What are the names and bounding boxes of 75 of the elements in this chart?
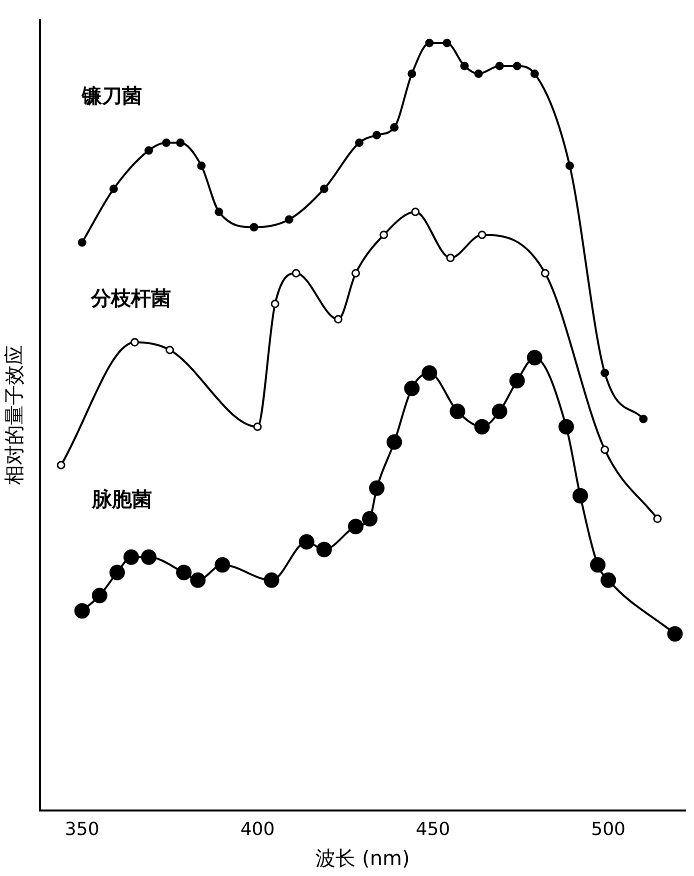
point [197, 162, 206, 170]
point [354, 138, 364, 148]
point [214, 557, 230, 573]
point [540, 268, 550, 278]
x-tick-label: 450 [416, 818, 450, 840]
point [109, 184, 118, 194]
point [425, 38, 434, 48]
point [509, 372, 525, 388]
point [478, 230, 486, 240]
point [176, 564, 192, 580]
point [190, 572, 206, 588]
point [253, 422, 262, 431]
series-label: 脉胞菌 [91, 486, 152, 511]
point [56, 460, 66, 470]
point [284, 215, 294, 224]
point [446, 254, 455, 262]
point [565, 162, 574, 170]
point [386, 434, 402, 450]
point [600, 368, 610, 378]
point [512, 62, 522, 70]
point [404, 380, 420, 396]
point [264, 572, 280, 588]
x-tick-label: 350 [64, 818, 100, 840]
point [166, 346, 174, 354]
point [316, 542, 332, 558]
point [144, 146, 154, 155]
point [450, 404, 466, 420]
point [123, 549, 139, 565]
point [334, 315, 342, 324]
point [460, 62, 469, 70]
point [390, 123, 399, 132]
point [408, 69, 416, 78]
point [369, 480, 385, 496]
point [442, 38, 452, 48]
series-label: 镰刀菌 [81, 84, 142, 108]
point [492, 404, 508, 420]
point [270, 300, 280, 308]
point [74, 603, 90, 619]
point [474, 69, 483, 78]
point [639, 414, 648, 424]
point [572, 488, 588, 504]
point [92, 588, 108, 604]
point [176, 138, 185, 148]
point [362, 511, 378, 527]
point [653, 514, 662, 524]
point [526, 350, 542, 366]
point [351, 268, 360, 278]
point [348, 518, 364, 534]
point [162, 138, 171, 148]
y-axis-title: 相对的量子效应 [2, 345, 26, 486]
point [558, 418, 574, 434]
x-tick-label: 400 [240, 818, 275, 840]
point [474, 418, 490, 434]
point [78, 238, 86, 247]
point [292, 268, 300, 278]
point [422, 365, 438, 381]
point [130, 338, 139, 347]
point [590, 557, 606, 573]
point [141, 549, 157, 565]
point [600, 572, 616, 588]
x-tick-label: 500 [591, 818, 626, 840]
point [495, 62, 504, 70]
x-axis-title: 波长 (nm) [316, 846, 410, 870]
point [411, 208, 420, 216]
point [320, 184, 328, 194]
point [214, 208, 224, 216]
point [298, 534, 314, 550]
point [372, 130, 382, 140]
point [250, 222, 258, 232]
point [667, 626, 683, 642]
point [530, 69, 539, 78]
point [600, 445, 610, 454]
series-label: 分枝杆菌 [90, 286, 172, 310]
point [380, 230, 388, 240]
point [109, 564, 125, 580]
